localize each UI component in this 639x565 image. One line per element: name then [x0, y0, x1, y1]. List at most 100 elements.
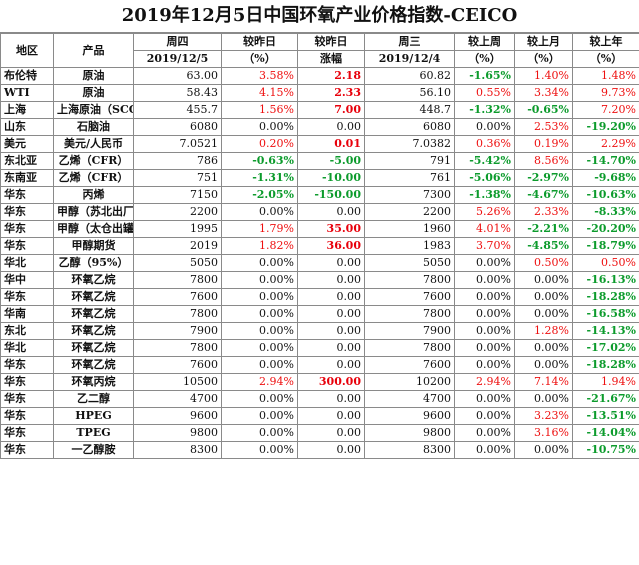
table-row: WTI 原油 58.43 4.15% 2.33 56.10 0.55% 3.34% 9.73%: [0, 84, 639, 102]
cell-wednesday-price: 9600: [364, 407, 455, 425]
cell-product: 乙烯（CFR）: [53, 152, 134, 170]
cell-year-pct: 2.29%: [572, 135, 639, 153]
cell-region: 华东: [0, 288, 54, 306]
cell-change: -5.00: [297, 152, 365, 170]
cell-thursday-price: 455.7: [133, 101, 222, 119]
table-row: 华东 一乙醇胺 8300 0.00% 0.00 8300 0.00% 0.00% -10.75%: [0, 441, 639, 459]
cell-day-pct: 1.82%: [221, 237, 298, 255]
cell-wednesday-price: 7800: [364, 339, 455, 357]
table-row: 华北 乙醇（95%） 5050 0.00% 0.00 5050 0.00% 0.50% 0.50…: [0, 254, 639, 272]
table-row: 华中 环氧乙烷 7800 0.00% 0.00 7800 0.00% 0.00% -16.13%: [0, 271, 639, 289]
cell-week-pct: -1.38%: [454, 186, 515, 204]
cell-year-pct: -20.20%: [572, 220, 639, 238]
cell-month-pct: 0.00%: [514, 339, 573, 357]
table-row: 华东 丙烯 7150 -2.05% -150.00 7300 -1.38% -4.67% -10…: [0, 186, 639, 204]
cell-wednesday-price: 7300: [364, 186, 455, 204]
cell-thursday-price: 751: [133, 169, 222, 187]
cell-product: 甲醇（苏北出厂）: [53, 203, 134, 221]
cell-month-pct: -4.85%: [514, 237, 573, 255]
cell-week-pct: 0.00%: [454, 356, 515, 374]
header-date-wed: 2019/12/4: [364, 50, 455, 68]
cell-day-pct: 0.00%: [221, 254, 298, 272]
cell-day-pct: 0.20%: [221, 135, 298, 153]
cell-region: 华东: [0, 356, 54, 374]
cell-year-pct: -16.58%: [572, 305, 639, 323]
table-row: 东北亚 乙烯（CFR） 786 -0.63% -5.00 791 -5.42% 8.56% -1…: [0, 152, 639, 170]
cell-region: 上海: [0, 101, 54, 119]
cell-year-pct: -8.33%: [572, 203, 639, 221]
cell-year-pct: -19.20%: [572, 118, 639, 136]
table-row: 华东 环氧乙烷 7600 0.00% 0.00 7600 0.00% 0.00% -18.28%: [0, 288, 639, 306]
cell-day-pct: 0.00%: [221, 441, 298, 459]
cell-wednesday-price: 7.0382: [364, 135, 455, 153]
cell-region: 东北: [0, 322, 54, 340]
cell-month-pct: 0.00%: [514, 356, 573, 374]
cell-week-pct: 0.55%: [454, 84, 515, 102]
table-row: 山东 石脑油 6080 0.00% 0.00 6080 0.00% 2.53% -19.20%: [0, 118, 639, 136]
cell-month-pct: 1.40%: [514, 67, 573, 85]
header-row-2: 2019/12/5 （%） 涨幅 2019/12/4 （%） （%） （%）: [1, 50, 639, 68]
cell-change: 0.00: [297, 424, 365, 442]
cell-product: HPEG: [53, 407, 134, 425]
cell-day-pct: 0.00%: [221, 322, 298, 340]
cell-year-pct: -18.28%: [572, 356, 639, 374]
table-row: 华北 环氧乙烷 7800 0.00% 0.00 7800 0.00% 0.00% -17.02%: [0, 339, 639, 357]
cell-day-pct: 1.79%: [221, 220, 298, 238]
cell-thursday-price: 7800: [133, 339, 222, 357]
cell-week-pct: -1.32%: [454, 101, 515, 119]
cell-day-pct: 0.00%: [221, 407, 298, 425]
cell-day-pct: 0.00%: [221, 271, 298, 289]
header-pct-year: （%）: [572, 50, 639, 68]
table-row: 布伦特 原油 63.00 3.58% 2.18 60.82 -1.65% 1.40% 1.48%: [0, 67, 639, 85]
cell-week-pct: 0.00%: [454, 271, 515, 289]
cell-region: 华东: [0, 373, 54, 391]
cell-product: 环氧乙烷: [53, 356, 134, 374]
cell-product: 上海原油（SCO）: [53, 101, 134, 119]
table-row: 上海上海原油（SCO）455.71.56%7.00448.7-1.32%-0.6…: [0, 101, 639, 119]
cell-wednesday-price: 1960: [364, 220, 455, 238]
cell-week-pct: 0.00%: [454, 254, 515, 272]
cell-thursday-price: 10500: [133, 373, 222, 391]
cell-product: 一乙醇胺: [53, 441, 134, 459]
cell-product: 环氧乙烷: [53, 339, 134, 357]
table-row: 华东 甲醇期货 2019 1.82% 36.00 1983 3.70% -4.85% -18.7…: [0, 237, 639, 255]
cell-wednesday-price: 7600: [364, 288, 455, 306]
cell-change: 7.00: [297, 101, 365, 119]
cell-region: 华东: [0, 220, 54, 238]
cell-thursday-price: 5050: [133, 254, 222, 272]
cell-wednesday-price: 2200: [364, 203, 455, 221]
cell-change: 2.33: [297, 84, 365, 102]
cell-week-pct: 0.00%: [454, 322, 515, 340]
cell-product: 美元/人民币: [53, 135, 134, 153]
header-vs-last-month: 较上月: [514, 33, 573, 51]
header-vs-last-week: 较上周: [454, 33, 515, 51]
cell-month-pct: -2.21%: [514, 220, 573, 238]
cell-year-pct: 0.50%: [572, 254, 639, 272]
cell-change: 2.18: [297, 67, 365, 85]
cell-thursday-price: 9600: [133, 407, 222, 425]
cell-thursday-price: 7900: [133, 322, 222, 340]
cell-product: 原油: [53, 84, 134, 102]
cell-day-pct: 0.00%: [221, 356, 298, 374]
table-row: 美元 美元/人民币 7.0521 0.20% 0.01 7.0382 0.36% 0.19% 2…: [0, 135, 639, 153]
cell-change: 0.00: [297, 118, 365, 136]
cell-year-pct: -14.04%: [572, 424, 639, 442]
cell-day-pct: 0.00%: [221, 118, 298, 136]
cell-week-pct: 0.00%: [454, 305, 515, 323]
cell-month-pct: 7.14%: [514, 373, 573, 391]
cell-thursday-price: 6080: [133, 118, 222, 136]
header-product: 产品: [53, 33, 134, 68]
cell-month-pct: 0.50%: [514, 254, 573, 272]
cell-month-pct: 0.00%: [514, 288, 573, 306]
cell-day-pct: -2.05%: [221, 186, 298, 204]
header-vs-prev-day-2: 较昨日: [297, 33, 365, 51]
cell-change: 0.00: [297, 339, 365, 357]
cell-region: 华东: [0, 407, 54, 425]
cell-week-pct: 4.01%: [454, 220, 515, 238]
cell-wednesday-price: 7600: [364, 356, 455, 374]
header-pct-day: （%）: [221, 50, 298, 68]
cell-region: 东北亚: [0, 152, 54, 170]
table-row: 华东 环氧丙烷 10500 2.94% 300.00 10200 2.94% 7.14% 1.9…: [0, 373, 639, 391]
table-row: 华东 乙二醇 4700 0.00% 0.00 4700 0.00% 0.00% -21.67%: [0, 390, 639, 408]
